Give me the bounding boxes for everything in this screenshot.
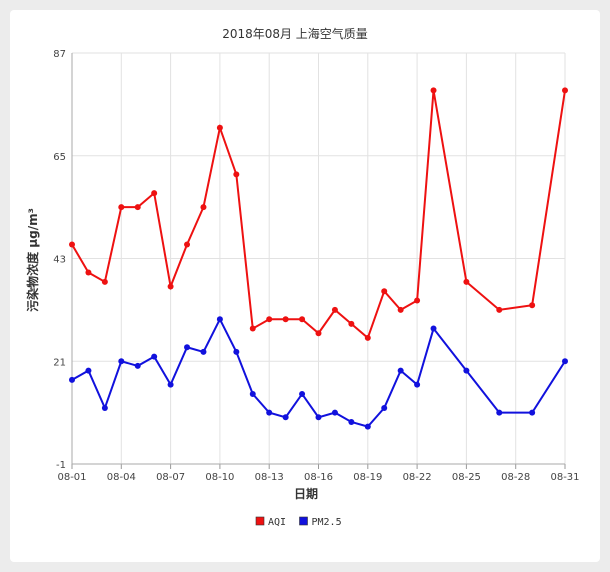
data-point-aqi: [414, 297, 421, 304]
x-tick-labels: 08-01 08-04 08-07 08-10 08-13 08-16 08-19 08-22…: [57, 472, 579, 483]
data-point-aqi: [299, 316, 306, 323]
data-point-aqi: [69, 241, 75, 248]
data-point-aqi: [315, 330, 322, 337]
x-tick-label: 08-25: [452, 472, 481, 483]
data-point-pm25: [134, 362, 141, 369]
data-point-pm25: [266, 409, 273, 416]
data-point-pm25: [463, 367, 470, 374]
y-tick-label: 21: [53, 357, 66, 368]
data-point-aqi: [397, 306, 404, 313]
data-point-aqi: [282, 316, 289, 323]
data-point-pm25: [249, 390, 256, 397]
data-point-pm25: [85, 367, 92, 374]
x-tick-label: 08-04: [107, 472, 136, 483]
data-point-aqi: [348, 320, 355, 327]
data-point-pm25: [184, 344, 191, 351]
data-point-pm25: [233, 348, 240, 355]
x-tick-label: 08-10: [205, 472, 234, 483]
data-point-pm25: [315, 414, 322, 421]
data-point-pm25: [282, 414, 289, 421]
x-tick-label: 08-01: [57, 472, 86, 483]
x-tick-label: 08-13: [255, 472, 284, 483]
x-tick-label: 08-19: [353, 472, 382, 483]
data-point-aqi: [151, 190, 158, 197]
data-point-aqi: [85, 269, 92, 276]
x-axis-title: 日期: [294, 486, 318, 501]
data-point-aqi: [331, 306, 338, 313]
y-tick-labels: -1 21 43 65 87: [53, 49, 66, 471]
data-point-pm25: [430, 325, 437, 332]
data-point-aqi: [101, 278, 108, 285]
data-point-pm25: [496, 409, 503, 416]
data-point-aqi: [249, 325, 256, 332]
data-point-aqi: [200, 204, 207, 211]
chart-title: 2018年08月 上海空气质量: [222, 26, 368, 41]
data-point-aqi: [430, 87, 437, 94]
data-point-pm25: [381, 404, 388, 411]
legend-swatch-aqi: [255, 516, 265, 526]
legend-label-aqi: AQI: [268, 517, 286, 528]
data-point-aqi: [216, 124, 223, 131]
data-point-pm25: [216, 316, 223, 323]
legend[interactable]: AQI PM2.5: [255, 516, 342, 528]
x-tick-label: 08-16: [304, 472, 333, 483]
data-point-aqi: [266, 316, 273, 323]
y-tick-label: 65: [53, 152, 66, 163]
data-point-aqi: [496, 306, 503, 313]
data-point-pm25: [562, 358, 568, 365]
data-point-pm25: [299, 390, 306, 397]
data-point-pm25: [529, 409, 536, 416]
data-point-pm25: [397, 367, 404, 374]
x-tick-label: 08-22: [403, 472, 432, 483]
legend-swatch-pm25: [299, 516, 308, 526]
data-point-pm25: [69, 376, 75, 383]
legend-item-pm25[interactable]: PM2.5: [299, 516, 342, 528]
data-point-pm25: [118, 358, 125, 365]
x-tick-label: 08-28: [501, 472, 530, 483]
data-point-aqi: [233, 171, 240, 178]
data-point-aqi: [184, 241, 191, 248]
data-point-pm25: [200, 348, 207, 355]
legend-item-aqi[interactable]: AQI: [255, 516, 286, 528]
data-point-aqi: [562, 87, 568, 94]
data-point-aqi: [463, 278, 470, 285]
axes: [71, 53, 566, 469]
y-axis-title: 污染物浓度 μg/m³: [25, 208, 40, 312]
x-tick-label: 08-07: [156, 472, 185, 483]
data-point-aqi: [381, 288, 388, 295]
data-point-aqi: [364, 334, 371, 341]
data-point-aqi: [167, 283, 174, 290]
y-tick-label: 43: [53, 255, 66, 266]
y-tick-label: 87: [53, 49, 66, 60]
data-point-pm25: [348, 418, 355, 425]
chart-card: 2018年08月 上海空气质量 -1 21 43 65 87 08-01 08-04 08-…: [10, 10, 600, 562]
series-layer: [69, 87, 568, 430]
data-point-pm25: [151, 353, 158, 360]
data-point-aqi: [134, 204, 141, 211]
data-point-aqi: [118, 204, 125, 211]
data-point-pm25: [167, 381, 174, 388]
data-point-pm25: [101, 404, 108, 411]
data-point-aqi: [529, 302, 536, 309]
data-point-pm25: [414, 381, 421, 388]
data-point-pm25: [364, 423, 371, 430]
y-tick-label: -1: [56, 460, 66, 471]
legend-label-pm25: PM2.5: [312, 517, 342, 528]
data-point-pm25: [331, 409, 338, 416]
x-tick-label: 08-31: [550, 472, 579, 483]
